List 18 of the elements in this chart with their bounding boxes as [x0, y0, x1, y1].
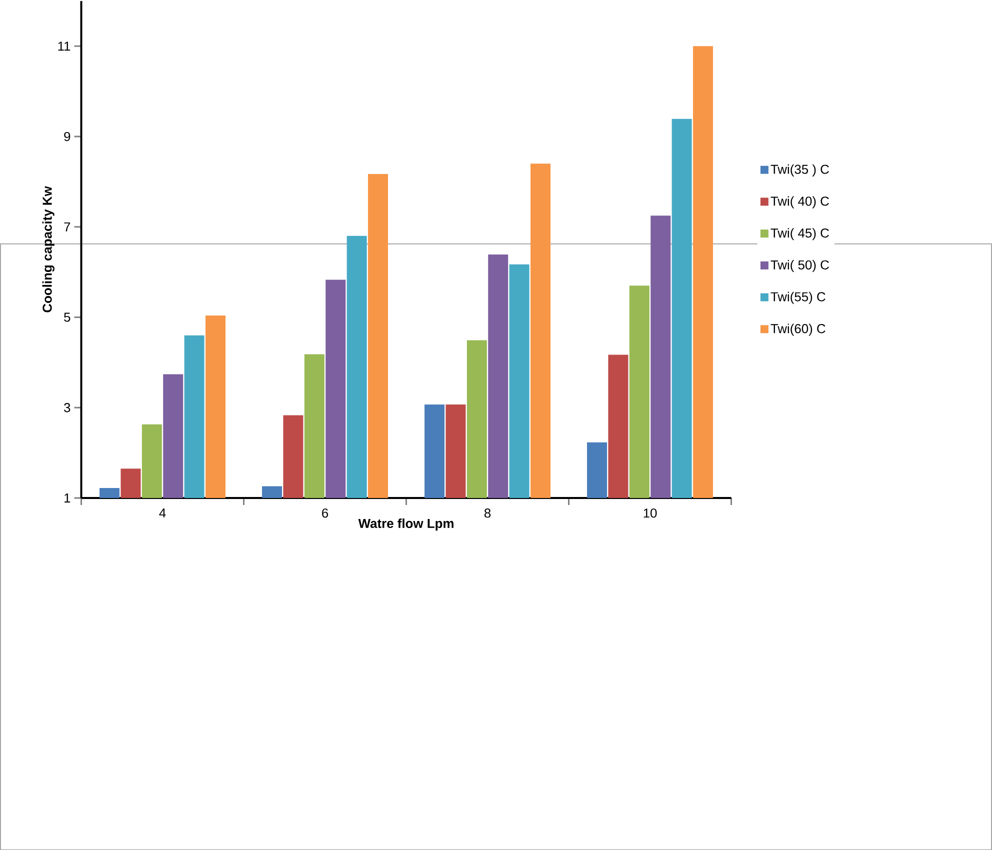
x-tick-label: 4 [159, 508, 166, 518]
y-axis-title: Cooling capacity Kw [42, 186, 54, 312]
y-tick-label: 11 [58, 42, 70, 50]
x-tick-label: 10 [644, 508, 657, 518]
y-tick-label: 3 [64, 402, 70, 412]
y-tick-label: 1 [64, 493, 70, 502]
legend-label: Twi(55) C [770, 292, 826, 304]
legend-label: Twi( 50) C [770, 260, 829, 272]
x-tick-label: 8 [484, 508, 491, 518]
x-axis-title: Watre flow Lpm [358, 518, 454, 530]
legend-label: Twi( 45) C [770, 228, 829, 240]
legend-label: Twi(35 ) C [770, 164, 829, 176]
y-tick-label: 5 [64, 312, 70, 322]
y-tick-label: 9 [64, 132, 70, 141]
x-tick-label: 6 [322, 508, 328, 518]
legend-label: Twi( 40) C [770, 196, 829, 208]
y-tick-label: 7 [64, 222, 70, 232]
legend-label: Twi(60) C [770, 324, 826, 336]
